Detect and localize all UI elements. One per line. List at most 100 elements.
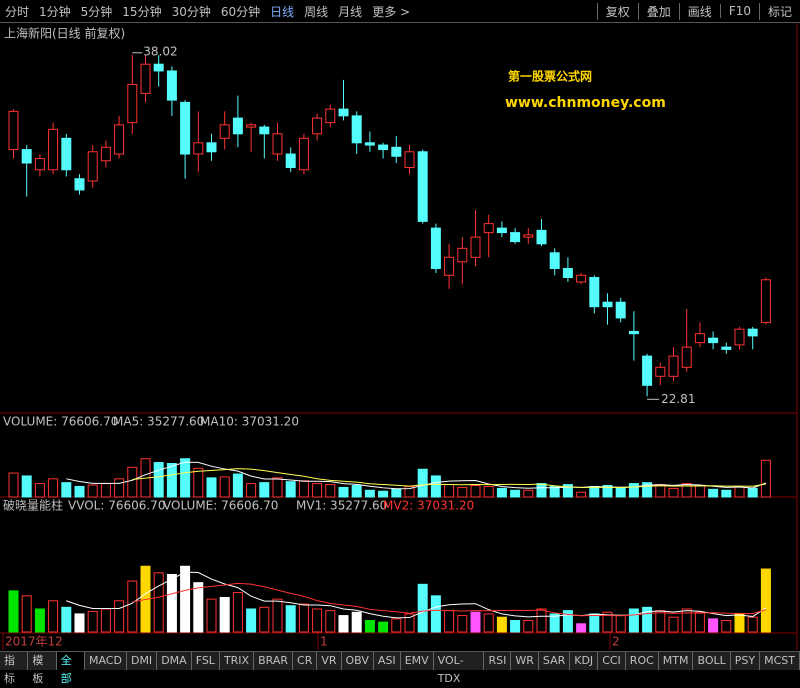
tab[interactable]: MCST: [760, 652, 800, 670]
tab[interactable]: WR: [511, 652, 539, 670]
volume-bar: [74, 485, 85, 498]
period-button[interactable]: 周线: [304, 4, 329, 19]
tab[interactable]: 指标: [0, 652, 29, 685]
volume-bar: [298, 480, 309, 498]
volume-bar: [166, 463, 177, 498]
tab[interactable]: BOLL: [693, 652, 731, 670]
tab[interactable]: VOL-TDX: [434, 652, 485, 685]
tool-button[interactable]: 复权: [596, 2, 638, 20]
tool-button[interactable]: 标记: [758, 2, 800, 20]
candle-body: [457, 247, 468, 263]
candle-body: [61, 137, 72, 171]
period-button[interactable]: 日线: [270, 4, 295, 19]
tab[interactable]: DMI: [127, 652, 158, 670]
tab[interactable]: SAR: [539, 652, 571, 670]
vvol-bar: [364, 619, 375, 633]
tab[interactable]: PSY: [731, 652, 761, 670]
volume-bar: [48, 478, 59, 498]
candle-body: [589, 277, 600, 308]
volume-bar: [457, 486, 468, 498]
vvol-bar: [74, 613, 85, 633]
candle-body: [708, 337, 719, 344]
watermark-title: 第一股票公式网: [508, 69, 592, 84]
volume-bar: [312, 483, 323, 498]
volume-bar: [589, 485, 600, 498]
tool-button[interactable]: F10: [719, 4, 759, 18]
vvol-bar: [61, 606, 72, 633]
tab[interactable]: EMV: [401, 652, 434, 670]
candle-body: [642, 355, 653, 386]
tab[interactable]: OBV: [342, 652, 374, 670]
period-button[interactable]: 更多 >: [372, 4, 411, 19]
ma5-line: [66, 461, 767, 490]
candle-body: [747, 328, 758, 337]
candle-body: [562, 268, 573, 279]
volume-header: VOLUME: 76606.70: [3, 415, 118, 429]
period-button[interactable]: 15分钟: [122, 4, 162, 19]
vvol-bar: [523, 619, 534, 633]
tab[interactable]: TRIX: [220, 652, 255, 670]
date-label: 2017年12: [5, 635, 63, 649]
indicator-header: MV1: 35277.60: [296, 499, 387, 513]
candle-body: [483, 223, 494, 234]
tab[interactable]: ROC: [626, 652, 659, 670]
vvol-bar: [100, 608, 111, 633]
volume-bar: [114, 478, 125, 498]
period-button[interactable]: 分时: [5, 4, 30, 19]
tab[interactable]: 全部: [56, 652, 85, 685]
vvol-bar: [576, 623, 587, 633]
tool-button[interactable]: 画线: [678, 2, 720, 20]
tab[interactable]: BRAR: [254, 652, 294, 670]
chart-area: 上海新阳(日线 前复权) 第一股票公式网 www.chnmoney.com 38.02…: [0, 22, 798, 650]
volume-bar: [87, 484, 98, 498]
vvol-bar: [747, 616, 758, 633]
vvol-bar: [417, 583, 428, 633]
tab[interactable]: CCI: [598, 652, 626, 670]
volume-bar: [193, 467, 204, 498]
volume-bar: [378, 490, 389, 498]
tab[interactable]: FSL: [192, 652, 220, 670]
candle-body: [668, 355, 679, 377]
min-label: 22.81: [661, 392, 695, 406]
tab[interactable]: CR: [293, 652, 318, 670]
tab[interactable]: MACD: [85, 652, 127, 670]
candle-body: [193, 142, 204, 155]
volume-header: MA5: 35277.60: [113, 415, 204, 429]
vvol-bar: [206, 598, 217, 633]
candle-body: [760, 279, 771, 323]
vvol-bar: [602, 611, 613, 633]
volume-bar: [391, 488, 402, 498]
volume-bar: [100, 483, 111, 498]
vvol-bar: [259, 606, 270, 633]
volume-bar: [444, 484, 455, 498]
volume-bar: [642, 482, 653, 498]
volume-bar: [549, 485, 560, 498]
period-button[interactable]: 1分钟: [39, 4, 71, 19]
candle-body: [140, 63, 151, 94]
period-button[interactable]: 30分钟: [171, 4, 211, 19]
vvol-bar: [298, 603, 309, 633]
period-button[interactable]: 60分钟: [220, 4, 261, 19]
tool-button[interactable]: 叠加: [637, 2, 679, 20]
candle-body: [721, 346, 732, 350]
tab[interactable]: ASI: [374, 652, 401, 670]
period-button[interactable]: 5分钟: [80, 4, 113, 19]
vvol-bar: [87, 610, 98, 633]
tab[interactable]: MTM: [659, 652, 694, 670]
tab[interactable]: RSI: [484, 652, 512, 670]
volume-bar: [364, 489, 375, 498]
volume-bar: [153, 462, 164, 498]
candle-body: [114, 124, 125, 155]
volume-bar: [430, 475, 441, 498]
period-button[interactable]: 月线: [338, 4, 363, 19]
tab[interactable]: 模板: [28, 652, 57, 685]
candle-body: [259, 126, 270, 135]
tab[interactable]: KDJ: [570, 652, 599, 670]
volume-bar: [338, 486, 349, 498]
tab[interactable]: VR: [317, 652, 342, 670]
tab[interactable]: DMA: [157, 652, 192, 670]
volume-bar: [668, 487, 679, 498]
volume-bar: [127, 466, 138, 498]
candle-body: [536, 229, 547, 245]
